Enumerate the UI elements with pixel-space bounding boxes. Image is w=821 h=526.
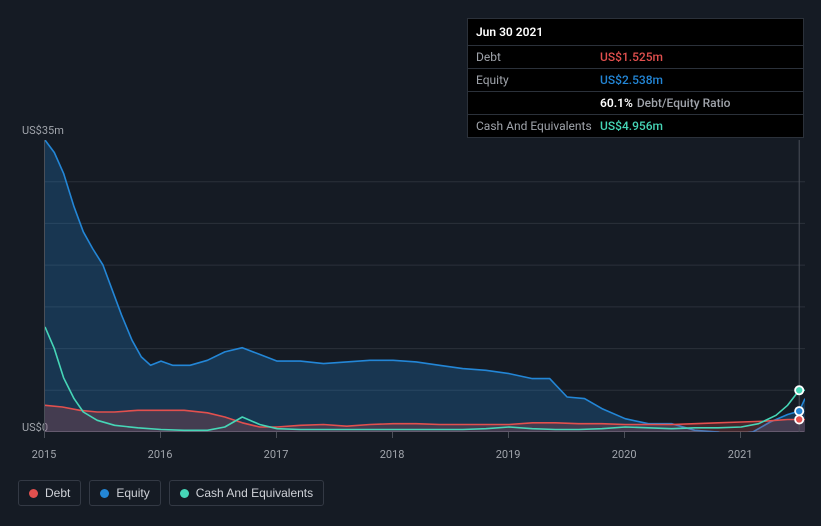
tooltip-value: 60.1% Debt/Equity Ratio xyxy=(600,96,730,110)
chart-plot-area[interactable] xyxy=(44,140,804,432)
legend-dot-icon xyxy=(29,489,38,498)
tooltip-row-equity: Equity US$2.538m xyxy=(468,69,803,92)
tooltip-row-debt: Debt US$1.525m xyxy=(468,46,803,69)
tooltip-row-cash: Cash And Equivalents US$4.956m xyxy=(468,115,803,137)
x-axis-label: 2015 xyxy=(32,448,57,461)
tooltip-label: Debt xyxy=(476,50,600,64)
legend-label: Equity xyxy=(116,486,149,500)
legend-dot-icon xyxy=(180,489,189,498)
y-axis-max-label: US$35m xyxy=(22,124,64,137)
legend-item-equity[interactable]: Equity xyxy=(89,480,160,506)
tooltip-ratio-suffix: Debt/Equity Ratio xyxy=(637,96,731,110)
legend-dot-icon xyxy=(100,489,109,498)
tooltip-value: US$1.525m xyxy=(600,50,663,64)
tooltip-label: Cash And Equivalents xyxy=(476,119,600,133)
x-axis-label: 2021 xyxy=(728,448,753,461)
x-axis-label: 2019 xyxy=(496,448,521,461)
legend-label: Cash And Equivalents xyxy=(196,486,313,500)
chart-svg xyxy=(45,140,805,432)
tooltip-row-ratio: 60.1% Debt/Equity Ratio xyxy=(468,92,803,115)
x-axis-label: 2018 xyxy=(380,448,405,461)
tooltip-value: US$4.956m xyxy=(600,119,663,133)
x-axis-label: 2016 xyxy=(148,448,173,461)
tooltip-ratio-pct: 60.1% xyxy=(600,96,633,110)
legend-item-debt[interactable]: Debt xyxy=(18,480,81,506)
chart-legend: Debt Equity Cash And Equivalents xyxy=(18,480,324,506)
legend-label: Debt xyxy=(45,486,70,500)
x-axis-label: 2020 xyxy=(612,448,637,461)
tooltip-value: US$2.538m xyxy=(600,73,663,87)
tooltip-label xyxy=(476,96,600,110)
tooltip-date: Jun 30 2021 xyxy=(468,19,803,46)
tooltip-label: Equity xyxy=(476,73,600,87)
x-axis-label: 2017 xyxy=(264,448,289,461)
legend-item-cash[interactable]: Cash And Equivalents xyxy=(169,480,324,506)
x-axis-labels: 2015201620172018201920202021 xyxy=(44,448,804,464)
chart-tooltip: Jun 30 2021 Debt US$1.525m Equity US$2.5… xyxy=(467,18,804,138)
